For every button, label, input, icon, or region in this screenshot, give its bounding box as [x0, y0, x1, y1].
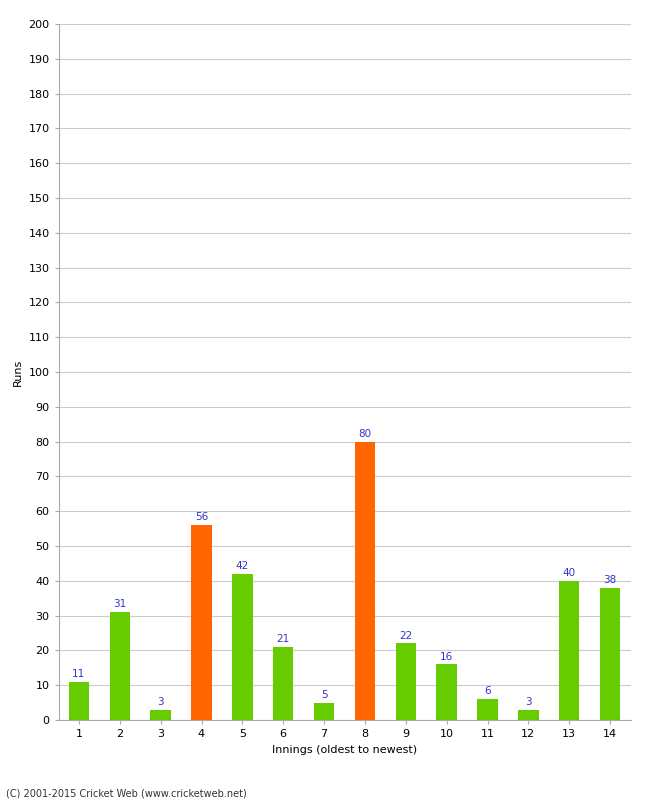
Text: 42: 42: [236, 561, 249, 571]
Text: 56: 56: [195, 512, 208, 522]
Bar: [273, 647, 293, 720]
Bar: [477, 699, 498, 720]
Bar: [600, 588, 620, 720]
Text: (C) 2001-2015 Cricket Web (www.cricketweb.net): (C) 2001-2015 Cricket Web (www.cricketwe…: [6, 788, 247, 798]
Bar: [559, 581, 579, 720]
Text: 21: 21: [277, 634, 290, 644]
Text: 22: 22: [399, 630, 412, 641]
X-axis label: Innings (oldest to newest): Innings (oldest to newest): [272, 745, 417, 754]
Bar: [314, 702, 334, 720]
Bar: [396, 643, 416, 720]
Y-axis label: Runs: Runs: [13, 358, 23, 386]
Text: 40: 40: [563, 568, 576, 578]
Text: 5: 5: [320, 690, 328, 700]
Bar: [150, 710, 171, 720]
Text: 11: 11: [72, 669, 86, 679]
Text: 16: 16: [440, 651, 453, 662]
Bar: [69, 682, 89, 720]
Bar: [232, 574, 253, 720]
Text: 3: 3: [525, 697, 532, 706]
Text: 3: 3: [157, 697, 164, 706]
Bar: [110, 612, 130, 720]
Text: 38: 38: [603, 575, 617, 585]
Text: 31: 31: [113, 599, 126, 610]
Text: 6: 6: [484, 686, 491, 696]
Bar: [191, 525, 212, 720]
Text: 80: 80: [358, 429, 372, 439]
Bar: [518, 710, 539, 720]
Bar: [436, 664, 457, 720]
Bar: [355, 442, 375, 720]
